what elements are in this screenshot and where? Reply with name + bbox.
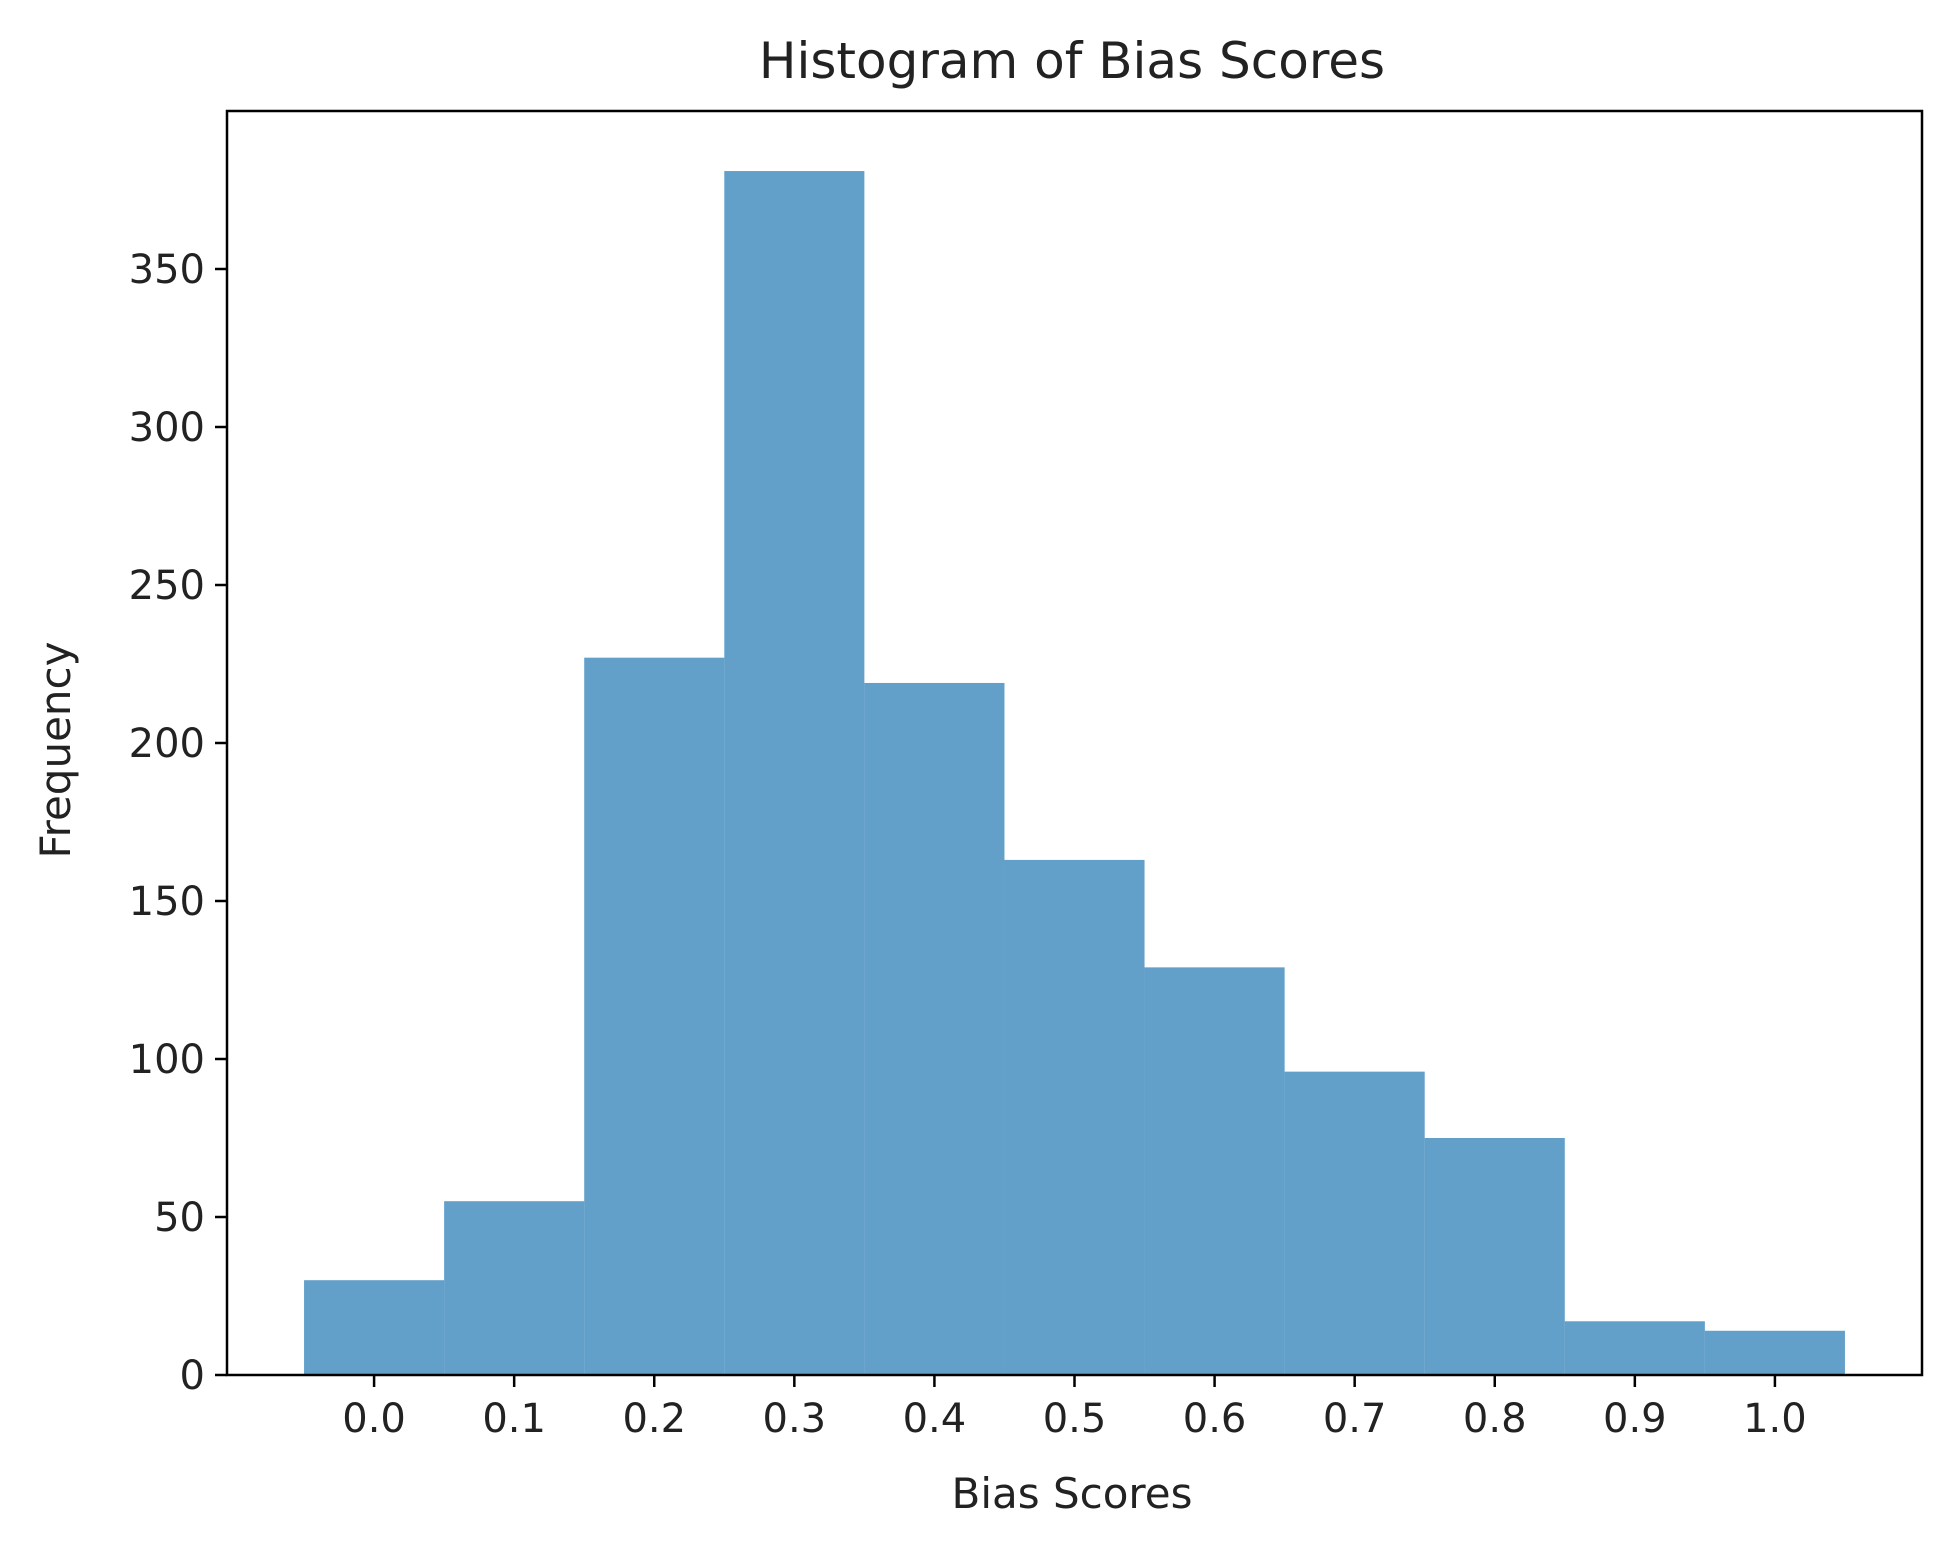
y-tick-label: 100	[129, 1037, 205, 1083]
x-tick-label: 0.4	[903, 1396, 967, 1442]
x-tick-label: 0.5	[1043, 1396, 1107, 1442]
x-tick-label: 0.7	[1323, 1396, 1387, 1442]
x-tick-label: 0.2	[622, 1396, 686, 1442]
x-axis-ticks: 0.0 0.1 0.2 0.3 0.4 0.5 0.6 0.7 0.8 0.9 1.0	[342, 1375, 1807, 1442]
histogram-bar	[1704, 1330, 1845, 1375]
x-tick-label: 1.0	[1743, 1396, 1807, 1442]
y-tick-label: 50	[154, 1195, 205, 1241]
axes-frame	[225, 109, 1924, 1377]
y-tick-label: 150	[129, 879, 205, 925]
x-tick-label: 0.3	[763, 1396, 827, 1442]
histogram-bar	[1144, 967, 1285, 1375]
x-tick-label: 0.1	[482, 1396, 546, 1442]
y-axis-label: Frequency	[31, 642, 80, 859]
histogram-bar	[1284, 1071, 1425, 1375]
x-axis-label: Bias Scores	[952, 1469, 1193, 1518]
x-tick-label: 0.6	[1183, 1396, 1247, 1442]
x-tick-label: 0.8	[1463, 1396, 1527, 1442]
histogram-bar	[1424, 1138, 1565, 1375]
histogram-bar	[304, 1280, 445, 1375]
histogram-bar	[724, 171, 865, 1375]
y-tick-label: 200	[129, 721, 205, 767]
chart-title: Histogram of Bias Scores	[759, 32, 1385, 90]
y-tick-label: 350	[129, 247, 205, 293]
histogram-bar	[1564, 1321, 1705, 1375]
histogram-bar	[1004, 859, 1145, 1375]
x-tick-label: 0.9	[1603, 1396, 1667, 1442]
y-tick-label: 0	[180, 1353, 205, 1399]
y-tick-label: 300	[129, 405, 205, 451]
x-tick-label: 0.0	[342, 1396, 406, 1442]
histogram-bar	[864, 682, 1005, 1375]
bars-layer	[304, 171, 1845, 1375]
histogram-bar	[584, 657, 725, 1375]
y-tick-label: 250	[129, 563, 205, 609]
y-axis-ticks: 0 50 100 150 200 250 300 350	[129, 247, 227, 1399]
histogram-bar	[444, 1201, 585, 1375]
